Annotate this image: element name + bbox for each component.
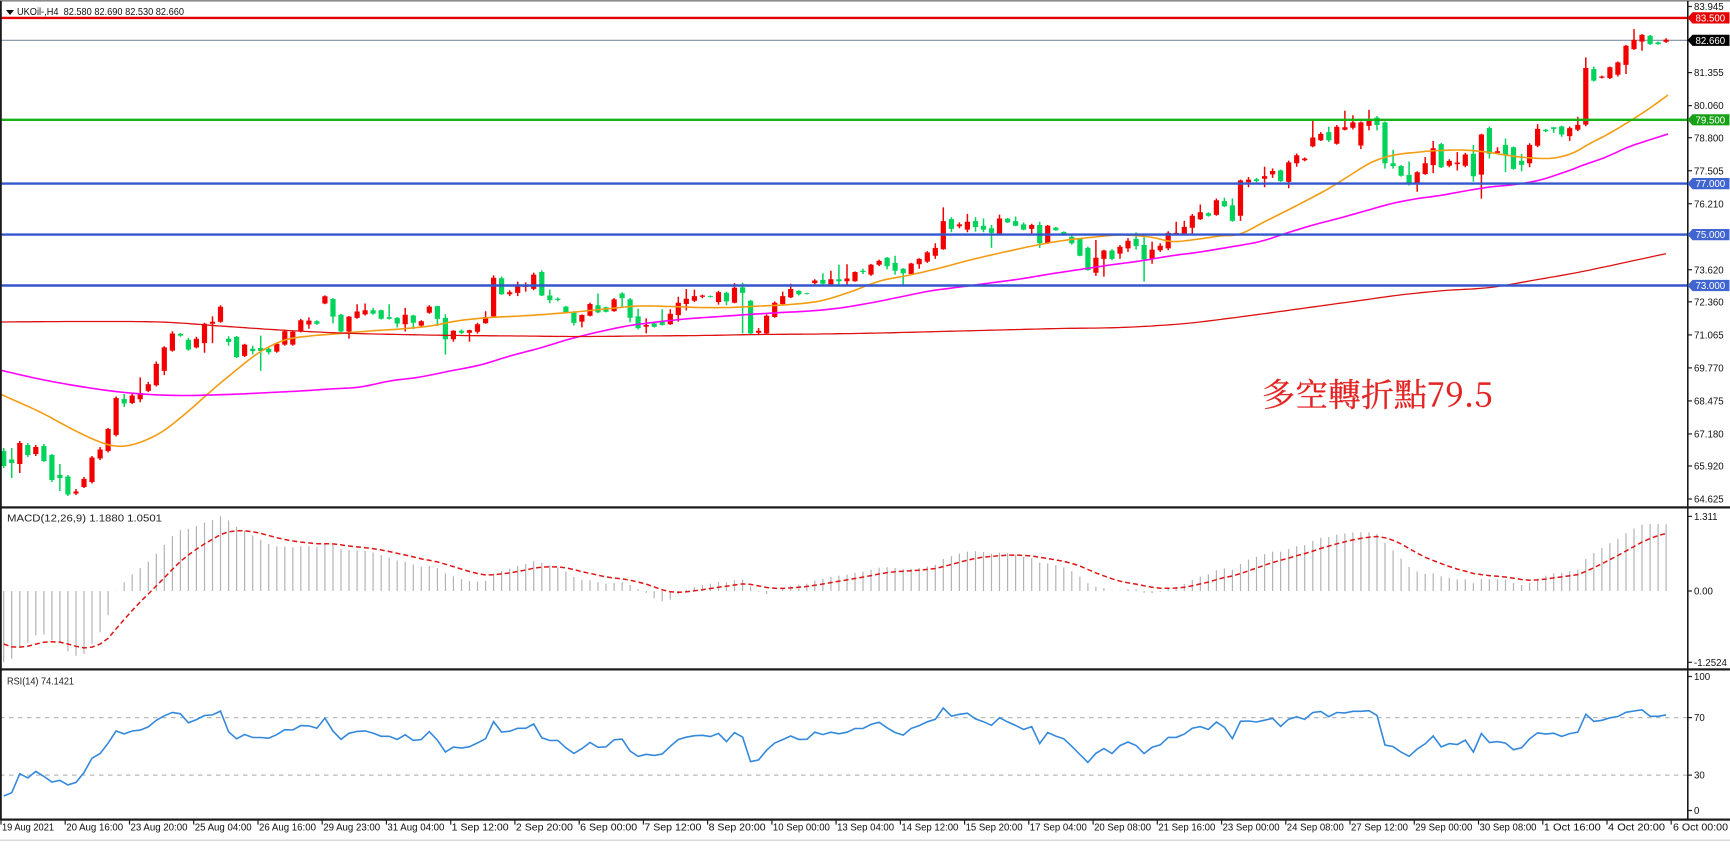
svg-text:75.000: 75.000	[1696, 230, 1726, 241]
svg-text:23 Sep 00:00: 23 Sep 00:00	[1223, 823, 1280, 834]
svg-text:17 Sep 04:00: 17 Sep 04:00	[1030, 823, 1087, 834]
svg-text:77.505: 77.505	[1694, 166, 1724, 177]
svg-text:69.770: 69.770	[1694, 364, 1724, 375]
svg-text:6 Oct 00:00: 6 Oct 00:00	[1673, 823, 1728, 834]
svg-text:82.660: 82.660	[1696, 36, 1726, 47]
svg-text:24 Sep 08:00: 24 Sep 08:00	[1287, 823, 1344, 834]
svg-text:13 Sep 04:00: 13 Sep 04:00	[837, 823, 894, 834]
svg-text:1 Sep 12:00: 1 Sep 12:00	[452, 823, 509, 834]
svg-text:27 Sep 12:00: 27 Sep 12:00	[1351, 823, 1408, 834]
svg-text:80.060: 80.060	[1694, 101, 1724, 112]
svg-text:19 Aug 2021: 19 Aug 2021	[2, 823, 54, 834]
svg-text:65.920: 65.920	[1694, 462, 1724, 473]
svg-text:100: 100	[1694, 672, 1711, 683]
svg-text:26 Aug 16:00: 26 Aug 16:00	[259, 823, 316, 834]
svg-text:30: 30	[1694, 771, 1705, 782]
svg-text:15 Sep 20:00: 15 Sep 20:00	[966, 823, 1023, 834]
svg-text:29 Sep 00:00: 29 Sep 00:00	[1415, 823, 1472, 834]
svg-text:2 Sep 20:00: 2 Sep 20:00	[516, 823, 573, 834]
svg-text:31 Aug 04:00: 31 Aug 04:00	[387, 823, 444, 834]
svg-text:79.500: 79.500	[1696, 115, 1726, 126]
svg-text:30 Sep 08:00: 30 Sep 08:00	[1480, 823, 1537, 834]
svg-text:78.800: 78.800	[1694, 133, 1724, 144]
svg-text:-1.2524: -1.2524	[1694, 658, 1727, 669]
svg-text:83.500: 83.500	[1696, 14, 1726, 25]
svg-text:73.620: 73.620	[1694, 265, 1724, 276]
svg-text:70: 70	[1694, 713, 1705, 724]
svg-text:MACD(12,26,9) 1.1880 1.0501: MACD(12,26,9) 1.1880 1.0501	[7, 514, 162, 525]
svg-text:29 Aug 23:00: 29 Aug 23:00	[323, 823, 380, 834]
svg-text:21 Sep 16:00: 21 Sep 16:00	[1158, 823, 1215, 834]
svg-text:64.625: 64.625	[1694, 495, 1724, 506]
svg-text:RSI(14) 74.1421: RSI(14) 74.1421	[7, 677, 74, 688]
svg-text:81.355: 81.355	[1694, 68, 1724, 79]
svg-text:20 Aug 16:00: 20 Aug 16:00	[66, 823, 123, 834]
svg-text:1.311: 1.311	[1694, 512, 1718, 523]
svg-text:14 Sep 12:00: 14 Sep 12:00	[901, 823, 958, 834]
svg-text:71.065: 71.065	[1694, 331, 1724, 342]
svg-text:72.360: 72.360	[1694, 297, 1724, 308]
svg-text:83.945: 83.945	[1694, 2, 1724, 13]
svg-text:1 Oct 16:00: 1 Oct 16:00	[1544, 823, 1601, 834]
svg-text:68.475: 68.475	[1694, 397, 1724, 408]
svg-text:76.210: 76.210	[1694, 199, 1724, 210]
svg-text:20 Sep 08:00: 20 Sep 08:00	[1094, 823, 1151, 834]
svg-text:8 Sep 20:00: 8 Sep 20:00	[709, 823, 766, 834]
svg-text:73.000: 73.000	[1696, 281, 1726, 292]
svg-text:6 Sep 00:00: 6 Sep 00:00	[580, 823, 637, 834]
svg-text:UKOil-,H4 82.580 82.690 82.53: UKOil-,H4 82.580 82.690 82.530 82.660	[17, 7, 184, 18]
svg-text:25 Aug 04:00: 25 Aug 04:00	[195, 823, 252, 834]
svg-text:77.000: 77.000	[1696, 179, 1726, 190]
svg-text:0: 0	[1694, 806, 1700, 817]
svg-text:7 Sep 12:00: 7 Sep 12:00	[644, 823, 701, 834]
svg-text:23 Aug 20:00: 23 Aug 20:00	[131, 823, 188, 834]
svg-text:4 Oct 20:00: 4 Oct 20:00	[1608, 823, 1665, 834]
svg-text:0.00: 0.00	[1694, 587, 1713, 598]
svg-text:67.180: 67.180	[1694, 430, 1724, 441]
svg-text:10 Sep 00:00: 10 Sep 00:00	[773, 823, 830, 834]
